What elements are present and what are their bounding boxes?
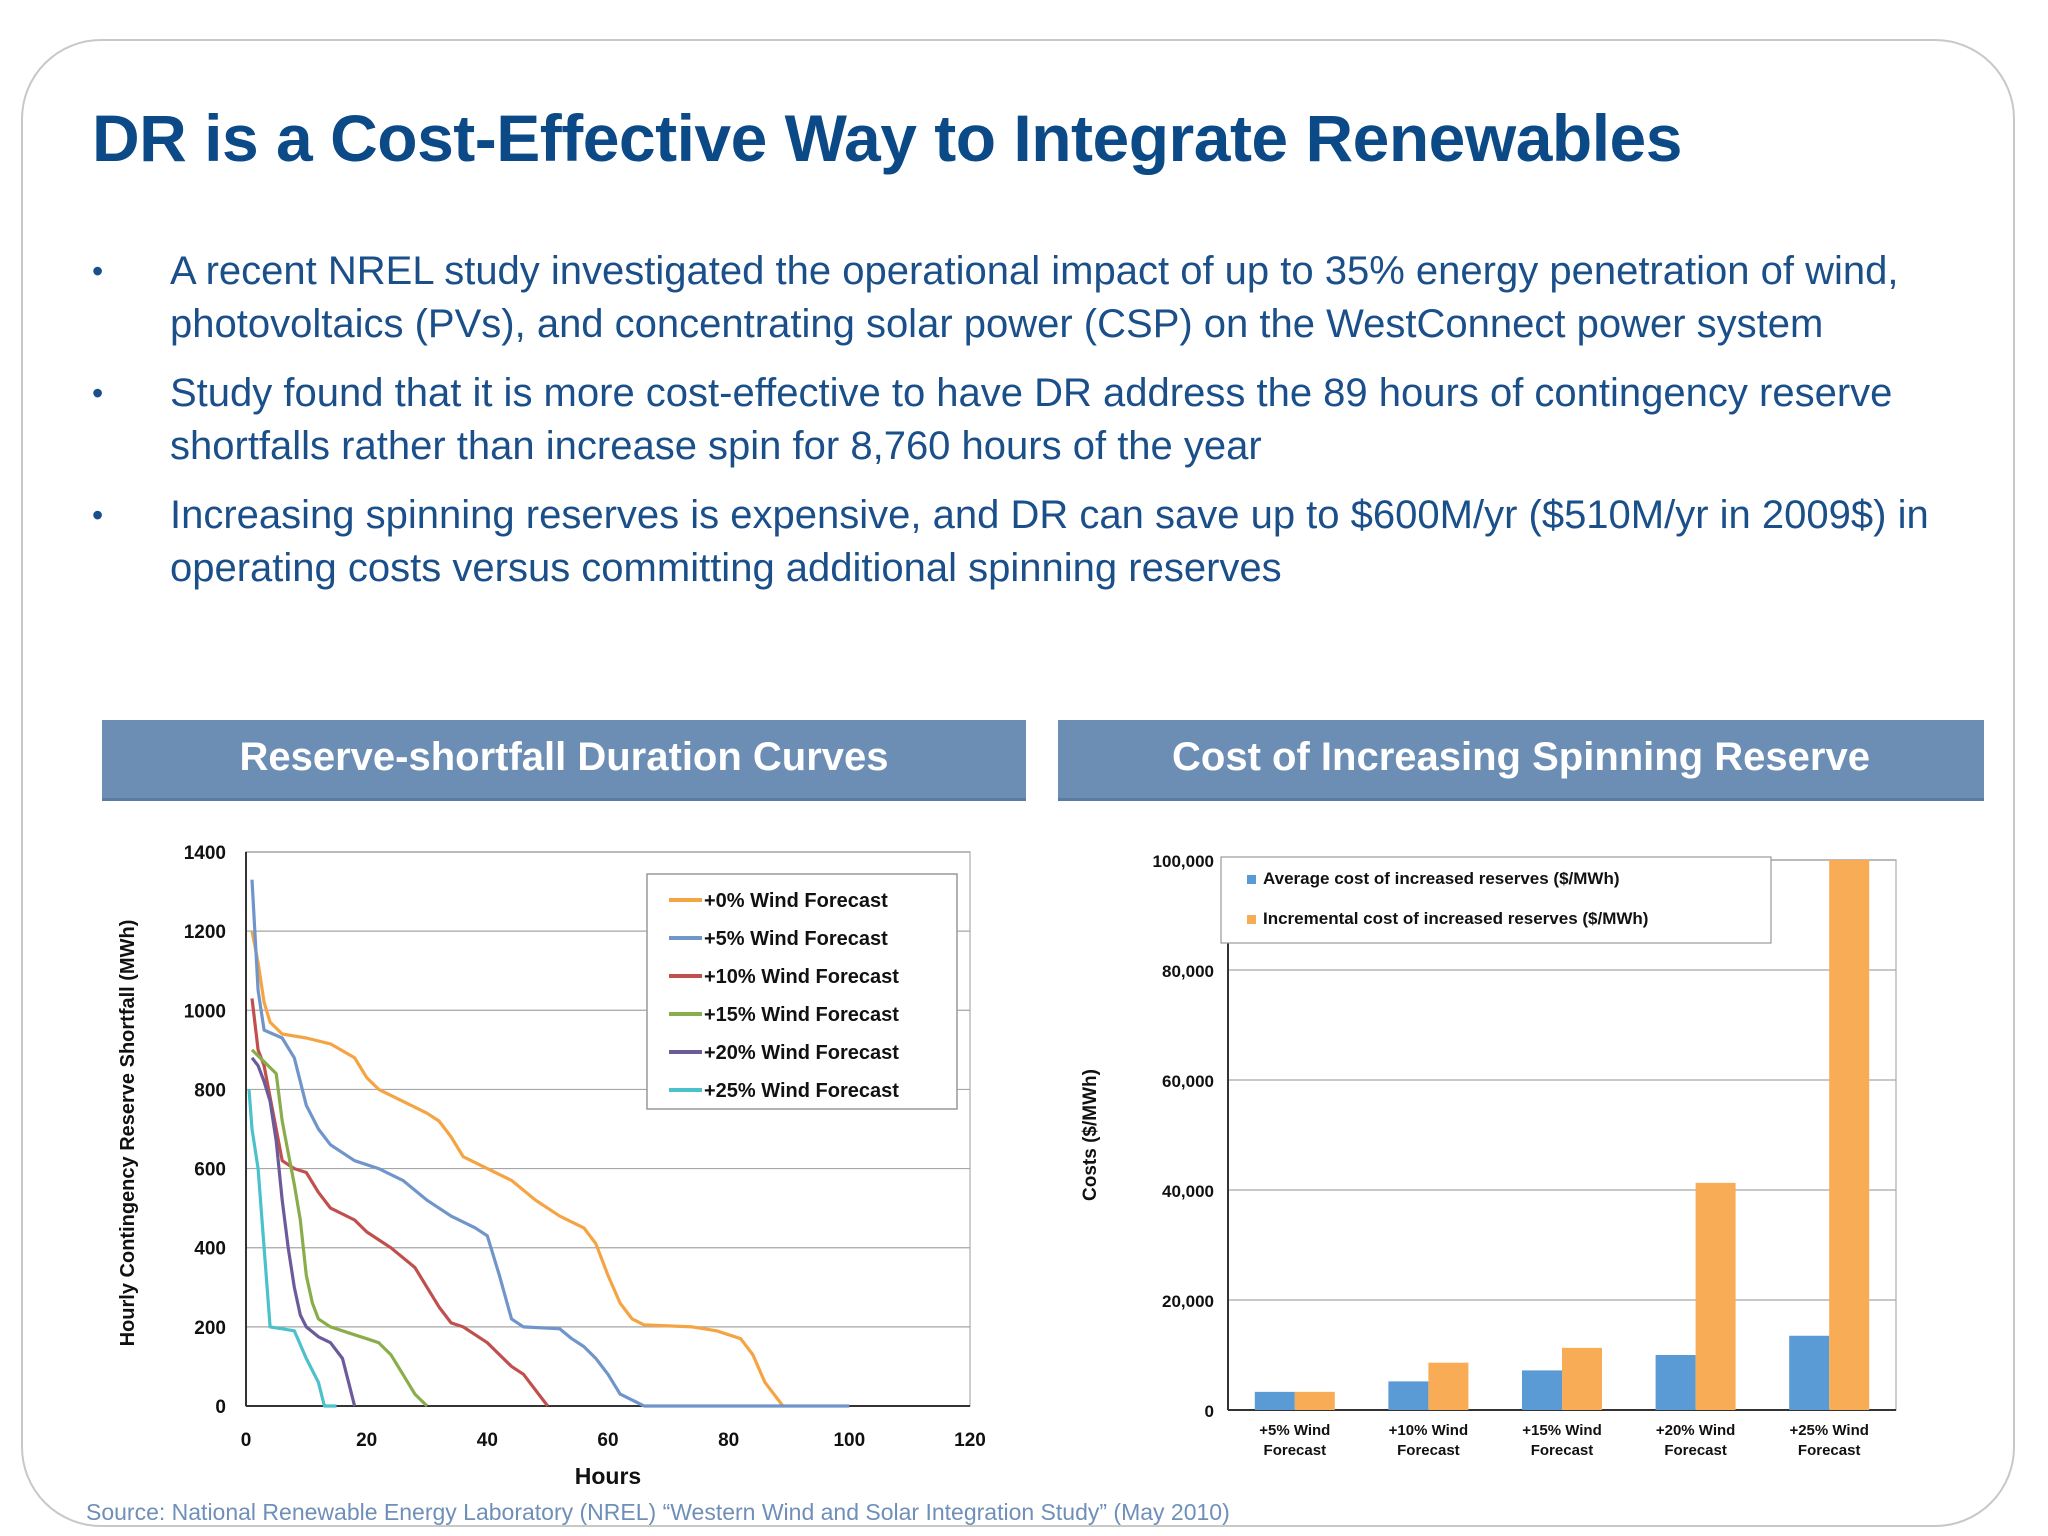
x-tick-label: +15% Wind xyxy=(1522,1422,1601,1439)
legend-label: +15% Wind Forecast xyxy=(704,1004,899,1026)
x-tick-label: Forecast xyxy=(1664,1442,1727,1459)
series-line xyxy=(247,1089,337,1408)
x-tick-label: +10% Wind xyxy=(1389,1422,1468,1439)
bullet-dot-icon: • xyxy=(92,375,104,411)
y-tick-label: 1000 xyxy=(184,1001,226,1022)
series-line xyxy=(250,1056,357,1407)
x-tick-label: 0 xyxy=(241,1430,252,1451)
bullet-text: Increasing spinning reserves is expensiv… xyxy=(170,493,1929,590)
right-panel-header: Cost of Increasing Spinning Reserve xyxy=(1058,720,1984,801)
legend-label: +5% Wind Forecast xyxy=(704,928,888,950)
y-tick-label: 60,000 xyxy=(1162,1072,1214,1091)
bullet-item: • Study found that it is more cost-effect… xyxy=(92,367,1952,473)
bar xyxy=(1562,1347,1602,1410)
y-tick-label: 0 xyxy=(1205,1402,1214,1421)
series-line xyxy=(250,930,785,1407)
legend-label: Average cost of increased reserves ($/MW… xyxy=(1263,869,1620,888)
x-tick-label: 120 xyxy=(954,1430,986,1451)
y-axis-label: Hourly Contingency Reserve Shortfall (MW… xyxy=(117,920,139,1347)
x-tick-label: +5% Wind xyxy=(1259,1422,1330,1439)
y-tick-label: 80,000 xyxy=(1162,962,1214,981)
reserve-shortfall-line-chart: 0 200 400 600 800 1000 1200 1400 0 20 40 60 80 100 120… xyxy=(117,843,986,1489)
x-tick-label: +20% Wind xyxy=(1656,1422,1735,1439)
legend-label: Incremental cost of increased reserves (… xyxy=(1263,909,1648,928)
series-line xyxy=(250,879,850,1408)
x-tick-label: 60 xyxy=(597,1430,618,1451)
bar xyxy=(1829,860,1870,1410)
left-panel-header: Reserve-shortfall Duration Curves xyxy=(102,720,1026,801)
bar xyxy=(1655,1355,1696,1410)
legend-swatch xyxy=(1247,875,1256,884)
x-tick-label: Forecast xyxy=(1531,1442,1594,1459)
series-line xyxy=(250,1048,429,1408)
legend-swatch xyxy=(1247,915,1256,924)
bar xyxy=(1789,1335,1830,1410)
spinning-reserve-cost-bar-chart: 0 20,000 40,000 60,000 80,000 100,000 Costs ($… xyxy=(1080,852,1897,1459)
y-tick-label: 800 xyxy=(194,1080,226,1101)
bar xyxy=(1522,1370,1562,1410)
legend-box xyxy=(1220,856,1772,944)
legend-label: +25% Wind Forecast xyxy=(704,1080,899,1102)
bullet-list: • A recent NREL study investigated the op… xyxy=(92,245,1952,611)
x-axis-label: Hours xyxy=(575,1463,641,1489)
legend-box xyxy=(646,873,958,1110)
source-citation: Source: National Renewable Energy Labora… xyxy=(86,1499,1230,1525)
y-tick-label: 600 xyxy=(194,1160,226,1181)
y-tick-label: 1400 xyxy=(184,843,226,864)
x-tick-label: Forecast xyxy=(1798,1442,1861,1459)
y-tick-label: 1200 xyxy=(184,922,226,943)
legend-label: +0% Wind Forecast xyxy=(704,890,888,912)
x-tick-label: Forecast xyxy=(1397,1442,1460,1459)
series-line xyxy=(250,998,549,1407)
y-tick-label: 100,000 xyxy=(1153,852,1214,871)
x-tick-label: 20 xyxy=(356,1430,377,1451)
legend-label: +20% Wind Forecast xyxy=(704,1042,899,1064)
bullet-item: • Increasing spinning reserves is expensi… xyxy=(92,489,1952,595)
y-tick-label: 20,000 xyxy=(1162,1292,1214,1311)
y-tick-label: 40,000 xyxy=(1162,1182,1214,1201)
bar xyxy=(1294,1391,1335,1410)
bar xyxy=(1695,1182,1736,1410)
x-tick-label: Forecast xyxy=(1264,1442,1327,1459)
bullet-item: • A recent NREL study investigated the op… xyxy=(92,245,1952,351)
y-tick-label: 200 xyxy=(194,1318,226,1339)
y-tick-label: 0 xyxy=(215,1397,226,1418)
x-tick-label: 80 xyxy=(718,1430,739,1451)
x-tick-label: +25% Wind xyxy=(1789,1422,1868,1439)
x-tick-label: 100 xyxy=(833,1430,865,1451)
bullet-text: Study found that it is more cost-effecti… xyxy=(170,371,1893,468)
slide-title: DR is a Cost-Effective Way to Integrate … xyxy=(92,101,1682,175)
bullet-text: A recent NREL study investigated the ope… xyxy=(170,249,1899,346)
bullet-dot-icon: • xyxy=(92,497,104,533)
y-axis-label: Costs ($/MWh) xyxy=(1080,1069,1101,1201)
legend-label: +10% Wind Forecast xyxy=(704,966,899,988)
bar xyxy=(1428,1362,1469,1410)
bar xyxy=(1254,1391,1295,1410)
bullet-dot-icon: • xyxy=(92,253,104,289)
x-tick-label: 40 xyxy=(477,1430,498,1451)
y-tick-label: 400 xyxy=(194,1239,226,1260)
bar xyxy=(1388,1381,1429,1410)
